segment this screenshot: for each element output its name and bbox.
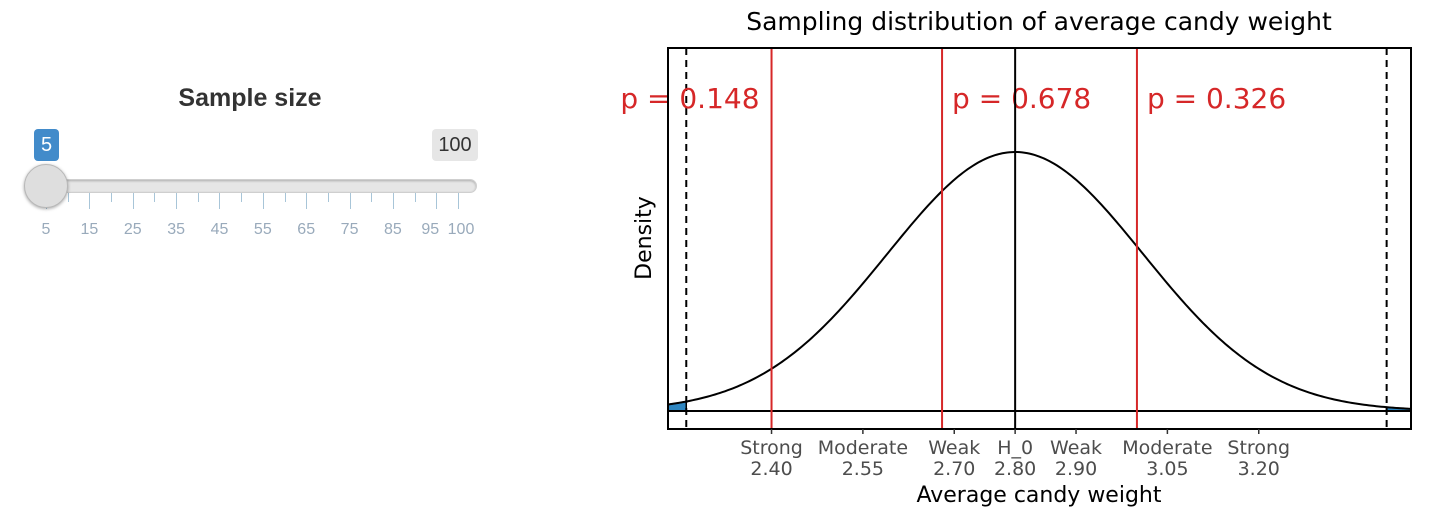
x-tick-label-value: 2.55 [842,458,884,480]
x-tick-label-value: 2.90 [1055,458,1097,480]
slider-minor-tick [241,193,243,202]
slider-major-tick [436,193,438,209]
slider-tick-label: 75 [340,221,359,238]
slider-minor-tick [284,193,286,202]
slider-major-tick [89,193,91,209]
x-tick-label-category: Strong [1227,437,1290,459]
slider-tick-label: 100 [447,221,475,238]
slider-value-badge: 5 [34,129,59,161]
slider-major-tick [132,193,134,209]
x-tick-label-category: Moderate [818,437,908,459]
slider-minor-tick [111,193,113,202]
slider-major-tick [349,193,351,209]
plot-panel-border [667,47,1412,430]
y-axis-label: Density [632,196,657,280]
p-value-label: p = 0.678 [952,82,1091,115]
slider-minor-tick [327,193,329,202]
slider-grid: 5 15 25 35 45 55 65 75 85 95 100 [0,193,500,243]
chart-title: Sampling distribution of average candy w… [746,7,1332,36]
x-tick-label-category: Moderate [1122,437,1212,459]
slider-major-tick [262,193,264,209]
slider-tick-label: 65 [297,221,316,238]
p-value-label: p = 0.326 [1147,82,1286,115]
slider-max-badge: 100 [432,129,478,161]
p-value-label: p = 0.148 [620,82,759,115]
x-tick-label-category: Weak [928,437,980,459]
slider-minor-tick [67,193,69,202]
plot-area: p = 0.148 p = 0.678 p = 0.326Strong2.40Mod… [620,47,1412,480]
slider-tick-label: 85 [384,221,402,238]
slider-tick-label: 15 [80,221,99,238]
slider-minor-tick [414,193,416,202]
slider-tick-label: 45 [210,221,229,238]
slider-tick-label: 35 [167,221,185,238]
density-curve [667,150,1412,410]
slider-minor-tick [371,193,373,202]
slider-minor-tick [197,193,199,202]
slider-minor-tick [154,193,156,202]
slider-label: Sample size [178,84,322,112]
x-tick-label-category: H_0 [997,437,1033,459]
x-tick-label-value: 2.40 [750,458,792,480]
x-tick-label-value: 3.05 [1146,458,1188,480]
slider-tick-label: 55 [253,221,272,238]
x-tick-label-value: 2.80 [994,458,1036,480]
x-tick-label-category: Strong [740,437,803,459]
slider-tick-label: 95 [421,221,440,238]
slider-major-tick [392,193,394,209]
slider-tick-label: 25 [123,221,142,238]
slider-handle[interactable] [24,164,68,208]
slider-major-tick [458,193,459,209]
x-tick-label-value: 2.70 [933,458,975,480]
slider-major-tick [219,193,221,209]
x-tick-label-value: 3.20 [1238,458,1280,480]
slider-tick-label: 5 [41,221,51,238]
x-axis-label: Average candy weight [916,483,1161,508]
x-tick-label-category: Weak [1050,437,1102,459]
slider-major-tick [306,193,308,209]
sample-size-slider-panel: Sample size 5 100 5 15 25 35 45 55 65 75 85 95 100 [0,0,500,300]
slider-major-tick [176,193,178,209]
